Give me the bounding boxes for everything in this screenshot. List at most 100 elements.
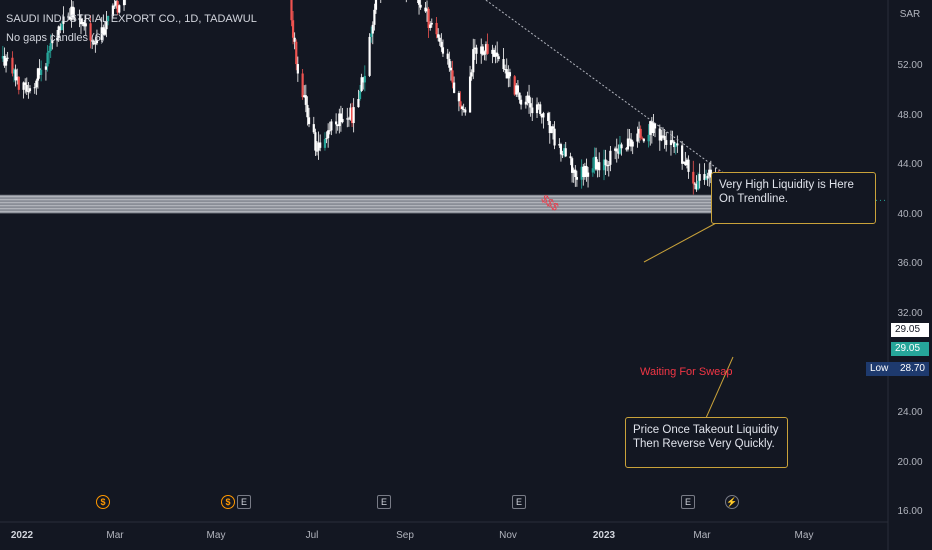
callout-liquidity[interactable]: Very High Liquidity is Here On Trendline… [711,172,876,224]
zone-label[interactable]: Waiting For Sweap [640,366,733,378]
candle-body [507,72,510,79]
candle [293,32,296,50]
candle [358,84,362,101]
candle-body [561,154,564,156]
candle [505,58,508,79]
candle-body [609,150,612,165]
candle [448,51,451,72]
dividend-marker[interactable]: $ [96,495,110,509]
earnings-marker[interactable]: E [377,495,391,509]
candle [17,76,20,95]
candle [40,60,43,82]
candle-body [571,158,574,173]
candle [438,34,441,46]
candle-body [448,58,451,68]
candle-body [328,130,331,132]
candle-body [516,85,519,93]
candle [71,1,75,21]
x-tick: Sep [396,530,414,541]
callout-connector [643,221,719,263]
candle-body [564,148,567,157]
candle [70,0,73,28]
symbol-title[interactable]: SAUDI INDUSTRIAL EXPORT CO., 1D, TADAWUL [6,13,257,25]
candle [607,160,610,177]
candle [660,129,663,142]
candle-body [550,126,553,134]
candle-body [16,76,19,81]
candle [38,59,41,79]
candle [307,107,311,128]
drawing-layer[interactable] [379,0,737,419]
candle [564,141,567,158]
candle [676,135,679,153]
candle-body [46,52,49,67]
candle-body [296,64,299,74]
earnings-marker[interactable]: E [681,495,695,509]
candle [449,61,453,81]
candle [535,97,539,118]
candle [673,140,676,153]
candle [524,95,527,109]
candle [459,91,462,110]
candle-body [457,92,460,102]
callout-reversal[interactable]: Price Once Takeout Liquidity Then Revers… [625,417,788,468]
candle-body [111,5,114,16]
candle-body [62,16,65,24]
candle [709,160,712,184]
candle [515,82,518,97]
candle [346,107,349,128]
candle [370,26,373,43]
earnings-marker[interactable]: E [237,495,251,509]
candle [593,147,596,174]
y-tick: 48.00 [897,110,923,121]
split-marker[interactable]: ⚡ [725,495,739,509]
candle [419,0,422,10]
earnings-marker[interactable]: E [512,495,526,509]
candle-body [674,143,677,148]
candle-body [682,161,685,164]
candle-body [3,56,6,66]
candle [327,123,330,148]
candle-body [307,117,311,125]
candle [682,161,685,164]
candle-body [492,49,496,57]
candle [352,98,355,133]
candle-body [593,156,596,169]
candle [631,139,634,155]
candle [4,54,8,73]
candle-body [341,118,344,123]
candle-body [6,57,9,59]
candle [336,124,339,131]
candle-body [583,165,586,178]
candle [502,47,505,72]
candle [518,92,521,104]
candle-body [373,9,376,25]
candle [580,159,583,189]
candle-body [362,77,365,83]
candle-body [357,99,360,108]
candle-body [459,101,462,107]
candle-body [441,47,445,54]
candle [107,15,110,26]
x-tick: Jul [305,530,319,541]
dividend-marker[interactable]: $ [221,495,235,509]
candle [625,146,628,152]
candle [304,84,307,113]
candle [598,152,601,178]
y-tick: 16.00 [897,506,923,517]
candle [527,84,531,114]
candle [306,96,309,126]
candle-body [12,69,16,74]
candle [602,149,606,181]
x-tick-year: 2022 [10,530,34,541]
candle-body [529,103,532,108]
candle-body [650,121,653,134]
candle [563,144,566,158]
candle-body [1,56,4,59]
candle-body [572,169,575,173]
candle [3,47,6,68]
indicator-label[interactable]: No gaps candles (6) [6,32,105,44]
candle-body [102,27,105,35]
candle [519,95,523,110]
